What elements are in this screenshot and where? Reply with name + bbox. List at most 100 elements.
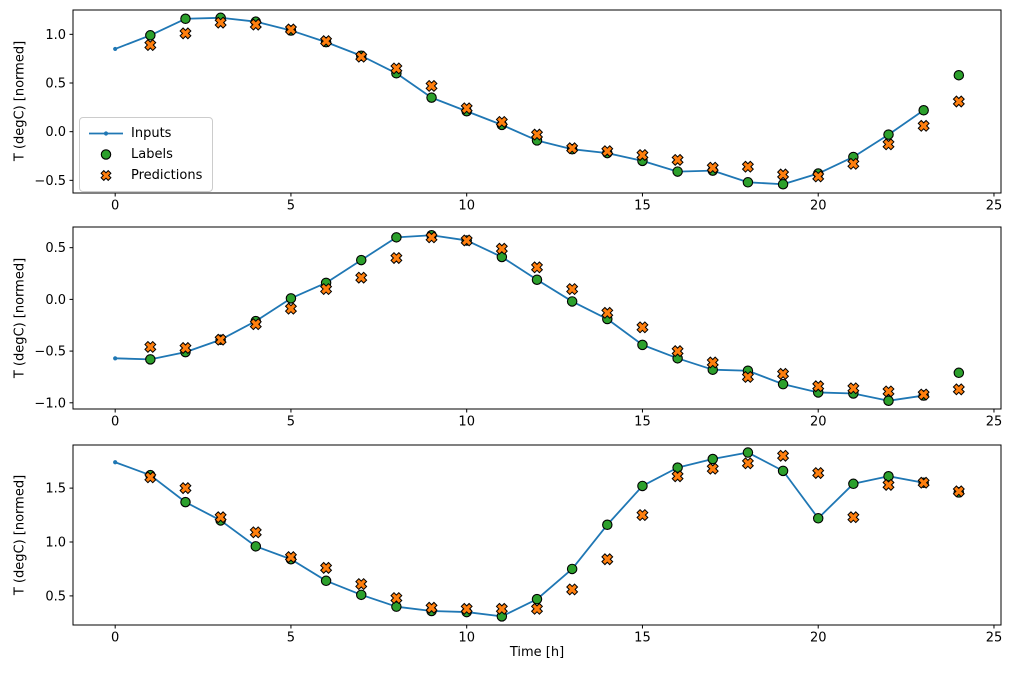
labels-point: [672, 462, 683, 473]
predictions-point: [495, 242, 508, 255]
predictions-point: [355, 50, 368, 63]
x-tick-label: 25: [986, 415, 1003, 430]
labels-point: [742, 177, 754, 188]
predictions-point: [636, 508, 649, 522]
x-tick-label: 10: [458, 631, 475, 646]
x-tick-label: 20: [810, 199, 827, 214]
predictions-point: [917, 388, 930, 401]
legend-label: Inputs: [131, 126, 172, 141]
predictions-point: [249, 18, 262, 31]
subplot-3: 0 5 10 15 20 25 1.5 1.0 0.5: [45, 444, 1002, 646]
predictions-point: [179, 27, 192, 40]
y-tick-label: −1.0: [34, 396, 66, 411]
predictions-point: [847, 511, 860, 524]
labels-point: [566, 296, 578, 307]
predictions-point: [284, 302, 298, 315]
plot-border: [72, 444, 1002, 626]
x-tick-label: 5: [287, 199, 295, 214]
x-tick-label: 0: [111, 415, 119, 430]
labels-point: [777, 378, 789, 390]
labels-point: [742, 447, 754, 458]
x-tick-label: 5: [287, 631, 295, 646]
predictions-point: [460, 234, 473, 247]
inputs-point: [113, 46, 118, 52]
predictions-point: [812, 380, 825, 393]
inputs-line: [114, 451, 924, 618]
x-tick-label: 20: [810, 415, 827, 430]
y-axis-label: T (degC) [normed]: [12, 40, 28, 162]
legend-label: Labels: [131, 147, 173, 162]
labels-point: [602, 519, 613, 531]
labels-point: [391, 601, 402, 612]
labels-point: [320, 575, 332, 587]
x-tick-label: 10: [458, 199, 475, 214]
predictions-point: [671, 345, 684, 358]
labels-point: [672, 166, 683, 177]
predictions-point: [390, 251, 403, 265]
y-tick-label: −0.5: [34, 174, 66, 189]
y-axis-label: T (degC) [normed]: [12, 474, 28, 596]
labels-point: [391, 232, 402, 243]
labels-point: [250, 541, 262, 552]
labels-point: [180, 496, 191, 508]
predictions-point: [566, 583, 579, 596]
x-tick-label: 20: [810, 631, 827, 646]
predictions-point: [952, 383, 965, 396]
labels-point: [953, 367, 965, 379]
predictions-point: [179, 482, 192, 495]
subplot-2: 0 5 10 15 20 25 0.5 0.0 −0.5 −1.0: [34, 226, 1003, 430]
predictions-point: [425, 601, 438, 614]
subplot-1: 0 5 10 15 20 25 1.0 0.5 0.0 −0.5: [34, 9, 1003, 214]
inputs-line-swatch-icon: [88, 126, 124, 141]
legend: Inputs Labels Predictions: [79, 117, 214, 192]
labels-point: [883, 129, 894, 140]
predictions-point: [495, 602, 508, 615]
predictions-point: [601, 145, 614, 158]
labels-point: [531, 593, 543, 605]
x-tick-label: 10: [458, 415, 475, 430]
predictions-point: [847, 157, 860, 170]
predictions-point: [530, 128, 544, 141]
predictions-point: [776, 449, 790, 462]
predictions-point: [741, 160, 754, 173]
labels-point: [355, 589, 367, 601]
predictions-point: [425, 79, 438, 93]
labels-point: [180, 13, 191, 25]
y-tick-label: 1.0: [45, 28, 66, 43]
labels-point: [637, 339, 648, 351]
inputs-point: [113, 356, 118, 361]
predictions-point: [320, 561, 333, 574]
plot-border: [72, 9, 1002, 194]
predictions-point: [812, 466, 825, 480]
predictions-point: [460, 602, 473, 615]
predictions-point: [284, 23, 298, 36]
predictions-point: [530, 261, 544, 274]
predictions-point: [706, 356, 719, 369]
labels-point: [918, 105, 929, 116]
predictions-point: [144, 340, 157, 354]
predictions-point: [776, 168, 790, 181]
legend-label: Predictions: [131, 168, 203, 183]
x-tick-label: 0: [111, 631, 119, 646]
predictions-point: [249, 526, 262, 539]
predictions-x-swatch-icon: [88, 168, 124, 183]
labels-point: [707, 453, 719, 465]
predictions-point: [355, 577, 368, 591]
predictions-point: [847, 382, 860, 395]
predictions-point: [882, 478, 895, 491]
labels-point: [355, 254, 367, 266]
legend-item-labels: Labels: [88, 144, 202, 165]
labels-point: [566, 563, 578, 575]
predictions-point: [284, 551, 298, 564]
plot-border: [72, 226, 1002, 410]
labels-circle-swatch-icon: [88, 147, 124, 162]
predictions-point: [425, 231, 438, 244]
predictions-point: [636, 321, 649, 334]
inputs-point: [113, 460, 118, 465]
predictions-point: [706, 161, 719, 174]
predictions-point: [355, 271, 368, 284]
x-tick-label: 25: [986, 199, 1003, 214]
predictions-point: [741, 457, 754, 470]
inputs-line: [114, 16, 925, 186]
